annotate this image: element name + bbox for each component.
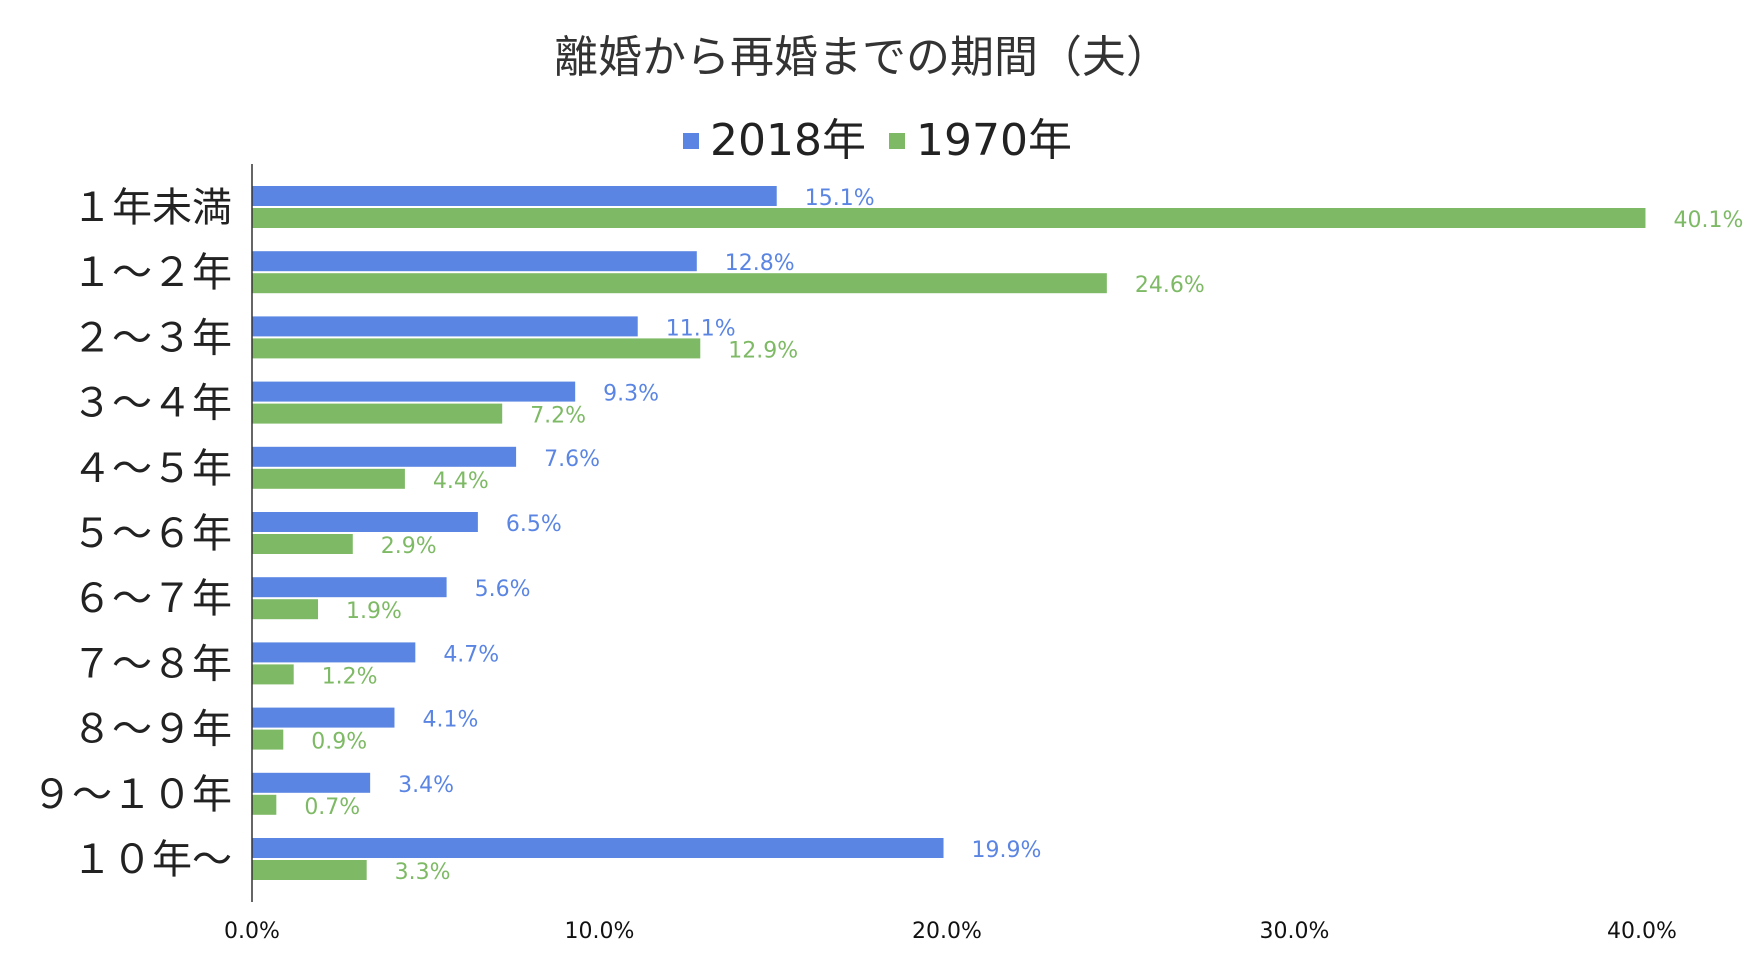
- bar-0: [252, 251, 697, 272]
- data-labels: 15.1% 40.1% 12.8% 24.6% 11.1%12.9% 9.3% 7.2% 7.…: [304, 186, 1743, 885]
- bar-0: [252, 577, 447, 598]
- bar-1: [252, 208, 1646, 228]
- category-label: ７～８年: [72, 641, 232, 687]
- x-tick-label: 30.0%: [1260, 919, 1330, 944]
- bar-1: [252, 534, 353, 554]
- data-label-1: 1.9%: [346, 599, 402, 624]
- data-label-1: 0.9%: [311, 730, 367, 755]
- bar-0: [252, 707, 395, 728]
- bar-1: [252, 468, 405, 489]
- bar-0: [252, 642, 416, 663]
- bar-1: [252, 729, 284, 750]
- bar-1: [252, 794, 277, 815]
- legend-swatch-0: [683, 133, 699, 149]
- data-label-1: 1.2%: [322, 664, 378, 689]
- bar-1: [252, 860, 367, 880]
- x-axis-ticks: 0.0% 10.0% 20.0% 30.0% 40.0%: [224, 919, 1677, 944]
- category-label: ３～４年: [72, 381, 232, 427]
- category-label: ２～３年: [72, 315, 232, 361]
- category-label: ５～６年: [72, 511, 232, 557]
- data-label-0: 4.7%: [443, 642, 499, 667]
- bar-0: [252, 316, 638, 337]
- data-label-1: 12.9%: [728, 338, 798, 363]
- x-tick-label: 20.0%: [912, 919, 982, 944]
- data-label-1: 4.4%: [433, 469, 489, 494]
- category-label: ９～１０年: [32, 772, 232, 818]
- x-tick-label: 40.0%: [1607, 919, 1677, 944]
- category-label: ４～５年: [72, 446, 232, 492]
- bar-1: [252, 403, 503, 424]
- data-label-0: 11.1%: [666, 316, 736, 341]
- bar-0: [252, 772, 371, 793]
- category-label: ８～９年: [72, 707, 232, 753]
- data-label-0: 19.9%: [972, 838, 1042, 863]
- bar-1: [252, 273, 1107, 294]
- data-label-0: 5.6%: [475, 577, 531, 602]
- bar-group: [252, 186, 1646, 880]
- bar-0: [252, 512, 478, 532]
- data-label-1: 7.2%: [530, 404, 586, 429]
- data-label-0: 3.4%: [398, 773, 454, 798]
- category-label: １０年～: [72, 837, 232, 883]
- bar-0: [252, 381, 576, 402]
- chart-title: 離婚から再婚までの期間（夫）: [554, 32, 1170, 83]
- data-label-1: 2.9%: [381, 534, 437, 559]
- category-labels: １年未満 １～２年 ２～３年 ３～４年 ４～５年 ５～６年 ６～７年 ７～８年 ８～９年 ９～１０…: [32, 185, 232, 883]
- data-label-1: 40.1%: [1673, 208, 1743, 233]
- data-label-0: 7.6%: [544, 447, 600, 472]
- data-label-0: 15.1%: [805, 186, 875, 211]
- bar-1: [252, 664, 294, 685]
- data-label-1: 3.3%: [395, 860, 451, 885]
- data-label-0: 12.8%: [725, 251, 795, 276]
- legend: 2018年 1970年: [683, 115, 1072, 166]
- data-label-0: 4.1%: [422, 708, 478, 733]
- category-label: １年未満: [72, 185, 232, 231]
- x-tick-label: 0.0%: [224, 919, 280, 944]
- data-label-0: 9.3%: [603, 382, 659, 407]
- legend-label-0: 2018年: [710, 115, 866, 166]
- category-label: ６～７年: [72, 576, 232, 622]
- bar-0: [252, 446, 517, 467]
- x-tick-label: 10.0%: [565, 919, 635, 944]
- bar-0: [252, 838, 944, 858]
- category-label: １～２年: [72, 250, 232, 296]
- bar-1: [252, 338, 701, 359]
- data-label-0: 6.5%: [506, 512, 562, 537]
- data-label-1: 0.7%: [304, 795, 360, 820]
- bar-0: [252, 186, 777, 206]
- bar-1: [252, 599, 319, 620]
- data-label-1: 24.6%: [1135, 273, 1205, 298]
- legend-swatch-1: [889, 133, 905, 149]
- legend-label-1: 1970年: [916, 115, 1072, 166]
